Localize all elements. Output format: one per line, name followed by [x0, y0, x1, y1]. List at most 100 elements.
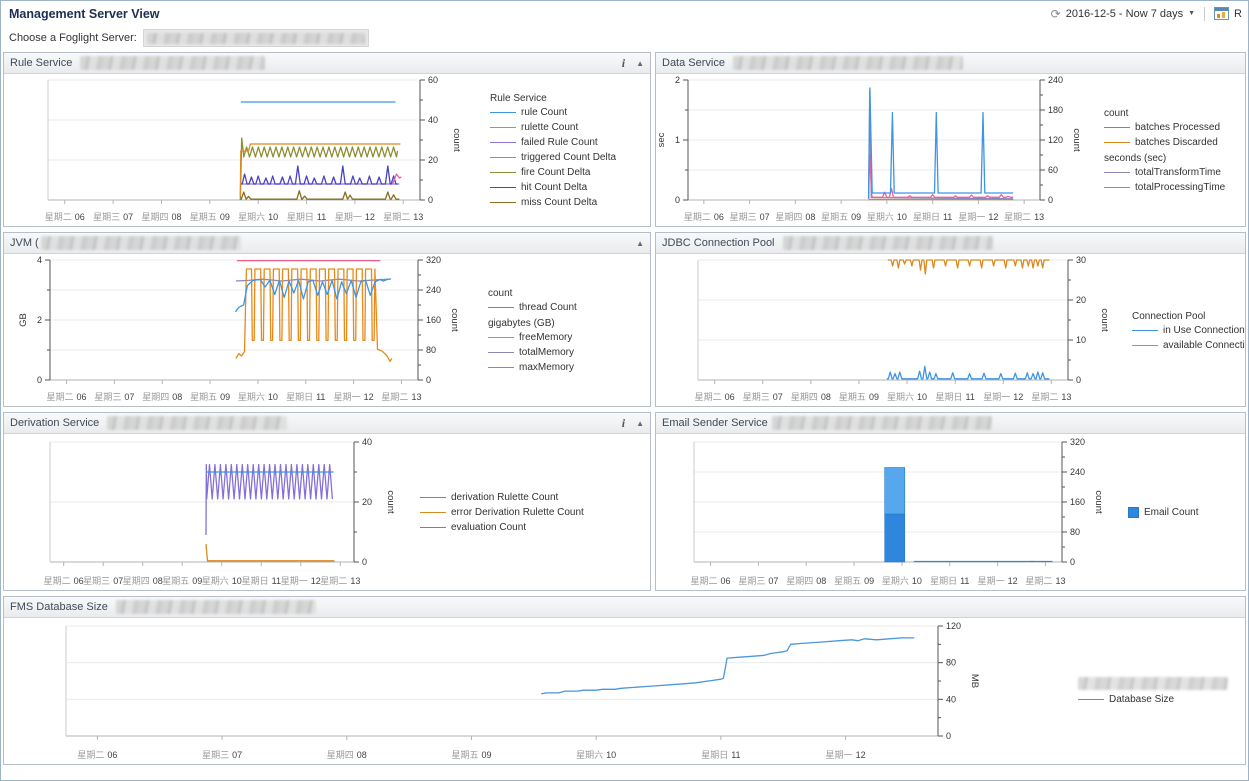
legend-label: thread Count — [519, 302, 577, 313]
reports-icon[interactable] — [1214, 7, 1230, 20]
collapse-icon[interactable]: ▲ — [636, 238, 644, 248]
svg-text:160: 160 — [1070, 497, 1085, 507]
legend-swatch — [420, 526, 446, 528]
legend-item: failed Rule Count — [490, 137, 658, 148]
rule-service-chart[interactable]: 星期二 06 星期三 07 星期四 08 星期五 09 星期六 10 星期日 11 星期一 12 星期二 13… — [20, 74, 490, 226]
legend-group-label: Rule Service — [490, 93, 547, 104]
svg-text:0: 0 — [428, 195, 433, 205]
divider — [1204, 6, 1206, 21]
time-range-icon[interactable]: ⟳ — [1050, 6, 1061, 21]
panel-title: Email Sender Service — [662, 417, 768, 429]
svg-text:120: 120 — [1048, 135, 1063, 145]
rule-service-header[interactable]: Rule Service i ▲ — [4, 53, 650, 74]
legend-label: evaluation Count — [451, 521, 527, 533]
legend-group-label: Connection Pool — [1132, 310, 1206, 322]
jdbc-header[interactable]: JDBC Connection Pool — [656, 233, 1245, 254]
legend-swatch — [488, 367, 514, 368]
svg-text:40: 40 — [428, 115, 438, 125]
derivation-header[interactable]: Derivation Service i ▲ — [4, 413, 650, 434]
data-service-header[interactable]: Data Service — [656, 53, 1245, 74]
jdbc-chart[interactable]: 星期二 06 星期三 07 星期四 08 星期五 09 星期六 10 星期日 11 星期一 12 星期二 13… — [684, 254, 1132, 406]
legend-group-label: count — [1104, 108, 1129, 119]
svg-text:count: count — [1071, 128, 1082, 152]
svg-text:0: 0 — [37, 375, 42, 385]
fms-header[interactable]: FMS Database Size — [4, 597, 1245, 618]
jvm-chart[interactable]: 星期二 06 星期三 07 星期四 08 星期五 09 星期六 10 星期日 11 星期一 12 星期二 13… — [18, 254, 488, 406]
info-icon[interactable]: i — [621, 55, 626, 70]
email-chart[interactable]: 星期二 06 星期三 07 星期四 08 星期五 09 星期六 10 星期日 11 星期一 12 星期二 13… — [676, 434, 1128, 590]
redacted-subtitle — [782, 236, 993, 250]
panel-email-sender-service: Email Sender Service 星期二 06 星期三 07 星期四 08 星期五 0… — [655, 412, 1246, 591]
collapse-icon[interactable]: ▲ — [636, 58, 644, 68]
jvm-header[interactable]: JVM ( ▲ — [4, 233, 650, 254]
svg-text:60: 60 — [428, 75, 438, 85]
legend-group-label: count — [488, 288, 513, 299]
svg-text:count: count — [451, 128, 462, 152]
fms-database-size-chart[interactable]: 星期二 06 星期三 07 星期四 08 星期五 09 星期六 10 星期日 11 星期一 12 0 40 80… — [8, 618, 1008, 764]
legend-label: in Use Connection Count — [1163, 324, 1245, 336]
legend-item: rule Count — [490, 107, 658, 118]
svg-text:0: 0 — [1070, 557, 1075, 567]
svg-text:20: 20 — [428, 155, 438, 165]
svg-text:count: count — [385, 490, 396, 514]
server-select-input[interactable] — [142, 29, 369, 47]
derivation-chart[interactable]: 星期二 06 星期三 07 星期四 08 星期五 09 星期六 10 星期日 11 星期一 12 星期二 13… — [20, 434, 420, 590]
legend-item: miss Count Delta — [490, 197, 658, 208]
reports-label[interactable]: R — [1234, 7, 1242, 20]
svg-text:1: 1 — [675, 135, 680, 145]
info-icon[interactable]: i — [621, 415, 626, 430]
legend-label: fire Count Delta — [521, 167, 591, 178]
time-range-label[interactable]: 2016-12-5 - Now 7 days — [1065, 7, 1184, 20]
panel-title: Derivation Service — [10, 417, 100, 429]
top-bar: Management Server View ⟳ 2016-12-5 - Now… — [1, 1, 1248, 26]
svg-text:4: 4 — [37, 255, 42, 265]
legend-label: miss Count Delta — [521, 197, 598, 208]
svg-text:180: 180 — [1048, 105, 1063, 115]
redacted-server-name — [146, 32, 365, 44]
svg-text:count: count — [1093, 490, 1104, 514]
time-range-control[interactable]: ⟳ 2016-12-5 - Now 7 days ▼ R — [1050, 6, 1242, 21]
svg-text:80: 80 — [946, 658, 956, 668]
svg-text:0: 0 — [1048, 195, 1053, 205]
panel-title: JDBC Connection Pool — [662, 237, 775, 249]
redacted-subtitle — [80, 56, 266, 70]
legend-swatch — [1078, 699, 1104, 700]
data-service-chart[interactable]: 星期二 06 星期三 07 星期四 08 星期五 09 星期六 10 星期日 11 星期一 12 星期二 13… — [656, 74, 1104, 226]
panel-jvm: JVM ( ▲ 星期二 06 星期三 07 星期四 08 星期五 09 星期六 10 星期日 11 星期… — [3, 232, 651, 407]
email-header[interactable]: Email Sender Service — [656, 413, 1245, 434]
legend-swatch — [1104, 172, 1130, 173]
svg-text:count: count — [1099, 308, 1110, 332]
legend-swatch — [1132, 344, 1158, 346]
svg-text:80: 80 — [1070, 527, 1080, 537]
redacted-subtitle — [732, 56, 963, 70]
legend-label: Database Size — [1109, 694, 1175, 705]
legend-swatch — [1104, 187, 1130, 188]
redacted-subtitle — [115, 600, 316, 614]
panel-title: JVM ( — [10, 237, 39, 249]
legend-swatch — [1132, 329, 1158, 331]
legend-swatch — [490, 142, 516, 143]
legend-label: error Derivation Rulette Count — [451, 506, 584, 518]
collapse-icon[interactable]: ▲ — [636, 418, 644, 428]
chevron-down-icon[interactable]: ▼ — [1188, 10, 1196, 17]
legend-label: maxMemory — [519, 362, 575, 373]
